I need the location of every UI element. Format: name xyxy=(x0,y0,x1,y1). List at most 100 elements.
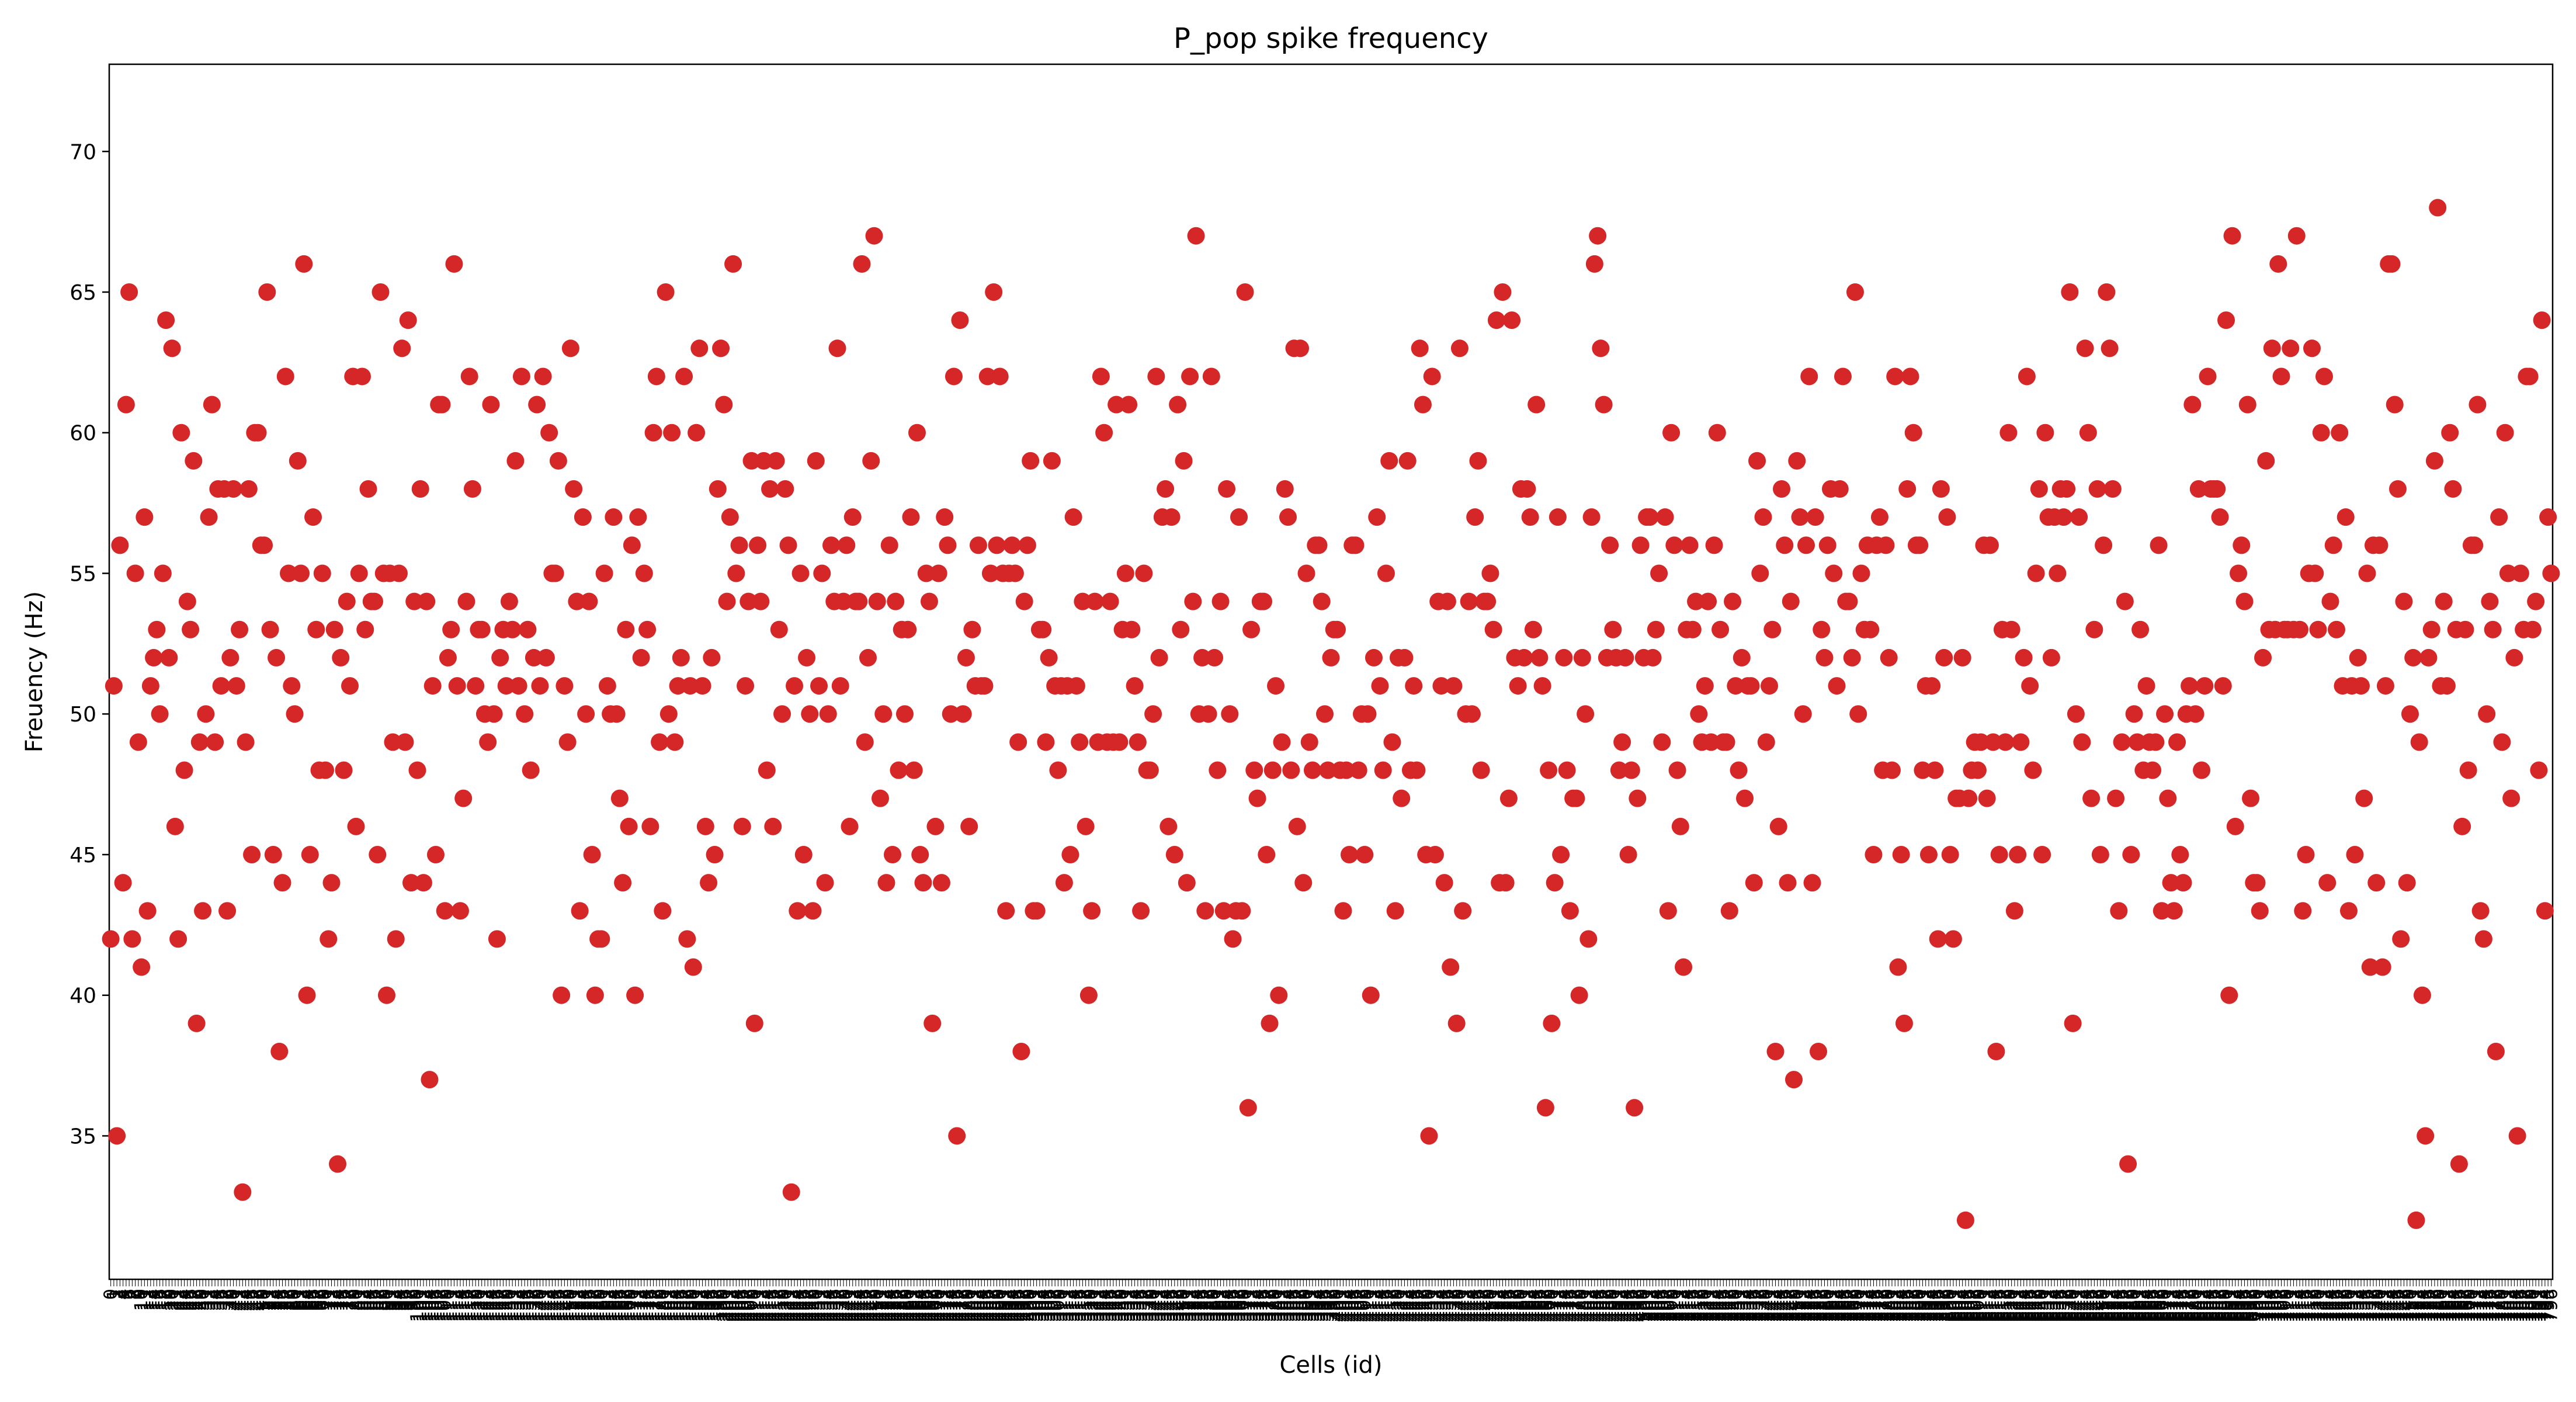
y-axis: 35 40 45 50 55 60 65 70 xyxy=(70,140,109,1148)
x-tick-label: 237 xyxy=(828,1289,848,1322)
data-point xyxy=(1233,902,1251,920)
data-point xyxy=(102,930,120,948)
data-point xyxy=(1159,817,1178,835)
data-point xyxy=(607,705,626,723)
data-point xyxy=(239,480,258,498)
data-point xyxy=(859,648,877,667)
data-point xyxy=(2103,480,2122,498)
data-point xyxy=(767,452,785,470)
data-series xyxy=(102,199,2560,1229)
x-tick-label: 50 xyxy=(254,1289,275,1311)
x-tick-label: 203 xyxy=(723,1289,744,1322)
data-point xyxy=(1316,705,1334,723)
data-point xyxy=(2257,452,2275,470)
data-point xyxy=(1653,733,1671,751)
data-point xyxy=(2223,227,2241,245)
data-point xyxy=(1782,592,1800,610)
data-point xyxy=(2398,874,2416,892)
x-tick-label: 126 xyxy=(487,1289,508,1322)
data-point xyxy=(2383,255,2401,273)
data-point xyxy=(304,508,322,526)
data-point xyxy=(1911,536,1929,554)
x-tick-label: 185 xyxy=(668,1289,689,1322)
data-point xyxy=(1671,817,1689,835)
x-tick-label: 67 xyxy=(306,1289,327,1311)
data-point xyxy=(1141,761,1159,779)
data-point xyxy=(356,620,374,638)
data-point xyxy=(663,424,681,442)
data-point xyxy=(1095,424,1113,442)
x-tick-label: 65 xyxy=(300,1289,321,1311)
data-point xyxy=(2413,986,2431,1004)
data-point xyxy=(1398,452,1417,470)
x-tick-label: 209 xyxy=(742,1289,762,1322)
data-point xyxy=(197,705,215,723)
x-tick-label: 127 xyxy=(490,1289,511,1322)
x-tick-label: 73 xyxy=(325,1289,345,1311)
data-point xyxy=(2147,733,2165,751)
x-tick-label: 155 xyxy=(576,1289,596,1322)
data-point xyxy=(341,677,359,695)
data-point xyxy=(157,311,175,329)
x-tick-label: 200 xyxy=(714,1289,734,1322)
data-point xyxy=(1810,1043,1828,1060)
data-point xyxy=(1079,986,1098,1004)
data-point xyxy=(1349,761,1367,779)
data-point xyxy=(1650,564,1668,582)
data-point xyxy=(1659,902,1677,920)
x-tick-label: 197 xyxy=(705,1289,725,1322)
x-tick-label: 66 xyxy=(303,1289,324,1311)
x-tick-label: 206 xyxy=(732,1289,753,1322)
data-point xyxy=(377,986,395,1004)
data-point xyxy=(317,761,335,779)
data-point xyxy=(166,817,184,835)
x-tick-label: 98 xyxy=(401,1289,422,1311)
data-point xyxy=(2466,536,2484,554)
x-tick-label: 173 xyxy=(631,1289,652,1322)
data-point xyxy=(1040,648,1058,667)
data-point xyxy=(1733,648,1751,667)
data-point xyxy=(145,648,163,667)
data-point xyxy=(868,592,886,610)
data-point xyxy=(908,424,926,442)
data-point xyxy=(2088,480,2106,498)
data-point xyxy=(1555,648,1573,667)
data-point xyxy=(1445,677,1463,695)
data-point xyxy=(801,705,819,723)
y-tick-label: 35 xyxy=(70,1125,96,1148)
data-point xyxy=(2067,705,2085,723)
data-point xyxy=(359,480,377,498)
data-point xyxy=(2303,339,2321,358)
x-tick-label: 226 xyxy=(794,1289,814,1322)
data-point xyxy=(289,452,307,470)
x-tick-label: 147 xyxy=(551,1289,572,1322)
x-tick-label: 247 xyxy=(858,1289,879,1322)
data-point xyxy=(690,339,709,358)
data-point xyxy=(442,620,460,638)
data-point xyxy=(1181,367,1199,386)
data-point xyxy=(1806,508,1824,526)
data-point xyxy=(1481,564,1499,582)
x-tick-label: 198 xyxy=(708,1289,728,1322)
data-point xyxy=(672,648,690,667)
data-point xyxy=(1420,1127,1438,1145)
data-point xyxy=(393,339,411,358)
x-tick-label: 248 xyxy=(861,1289,881,1322)
x-tick-label: 192 xyxy=(689,1289,710,1322)
x-tick-label: 18 xyxy=(156,1289,176,1311)
data-point xyxy=(2226,817,2244,835)
data-point xyxy=(154,564,172,582)
x-tick-label: 217 xyxy=(766,1289,787,1322)
x-tick-label: 242 xyxy=(843,1289,863,1322)
data-point xyxy=(2456,620,2474,638)
data-point xyxy=(1935,648,1953,667)
data-point xyxy=(779,536,797,554)
data-point xyxy=(1012,1043,1030,1060)
data-point xyxy=(2217,311,2235,329)
x-tick-label: 238 xyxy=(831,1289,851,1322)
x-tick-label: 224 xyxy=(787,1289,808,1322)
x-tick-label: 191 xyxy=(686,1289,707,1322)
data-point xyxy=(1218,480,1236,498)
data-point xyxy=(816,874,834,892)
x-tick-label: 211 xyxy=(748,1289,768,1322)
